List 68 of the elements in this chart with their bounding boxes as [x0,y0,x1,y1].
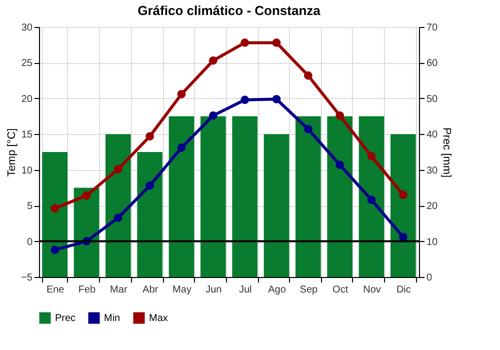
x-tick-label: Nov [363,284,381,296]
point [272,94,281,104]
point [240,38,250,47]
y-tick-label: 0 [26,236,33,248]
point [240,96,250,104]
legend-label: Prec [55,313,76,324]
x-tick-label: Mar [110,284,128,296]
bar [264,134,290,277]
point [50,246,60,254]
bar [296,116,321,277]
y-tick-label: 30 [21,22,33,34]
legend-label: Max [149,313,168,324]
y2-tick-label: 40 [426,130,438,141]
y2-tick-label: 10 [426,236,438,248]
point [304,71,312,80]
x-tick-label: Jul [238,284,252,296]
y2-tick-label: 0 [426,272,432,284]
point [367,152,376,160]
point [177,90,186,98]
bar [390,134,416,277]
point [398,190,408,200]
bar [358,116,384,277]
point [146,181,154,190]
point [336,160,344,170]
y-tick-label: −5 [21,272,33,284]
x-tick-label: Dic [396,284,411,296]
x-tick-label: Abr [142,284,159,296]
bar [327,116,352,277]
point [398,232,408,242]
y-tick-label: 25 [21,58,33,70]
y-tick-label: 10 [21,165,33,176]
bar [137,152,162,277]
bar [232,116,258,277]
point [82,191,91,200]
bar [168,116,194,277]
y2-tick-label: 20 [426,201,438,212]
point [208,111,218,120]
x-tick-label: Jun [206,284,222,296]
y2-axis-title: Prec [mm] [440,127,453,178]
point [208,56,218,65]
x-tick-label: May [172,284,192,296]
point [114,214,122,222]
x-tick-label: Oct [332,284,348,296]
point [367,196,376,204]
chart-title: Gráfico climático - Constanza [138,3,322,18]
y-tick-label: 20 [21,94,33,105]
y-tick-label: 15 [21,130,33,141]
bar [200,116,226,277]
bar [42,152,68,277]
x-tick-label: Ene [46,284,65,296]
point [336,111,344,120]
legend-label: Min [104,313,120,324]
x-tick-label: Ago [268,284,286,296]
bar [106,134,131,277]
point [50,204,60,213]
y-axis-title: Temp [°C] [6,128,18,177]
x-tick-label: Feb [78,284,96,296]
y2-tick-label: 70 [426,22,438,34]
point [114,164,122,174]
point [272,38,281,47]
point [177,144,186,152]
y2-tick-label: 60 [426,58,438,70]
point [146,132,154,140]
point [304,124,312,134]
y2-tick-label: 50 [426,94,438,105]
y2-tick-label: 30 [426,165,438,176]
y-tick-label: 5 [26,201,33,212]
x-tick-label: Sep [300,284,318,296]
